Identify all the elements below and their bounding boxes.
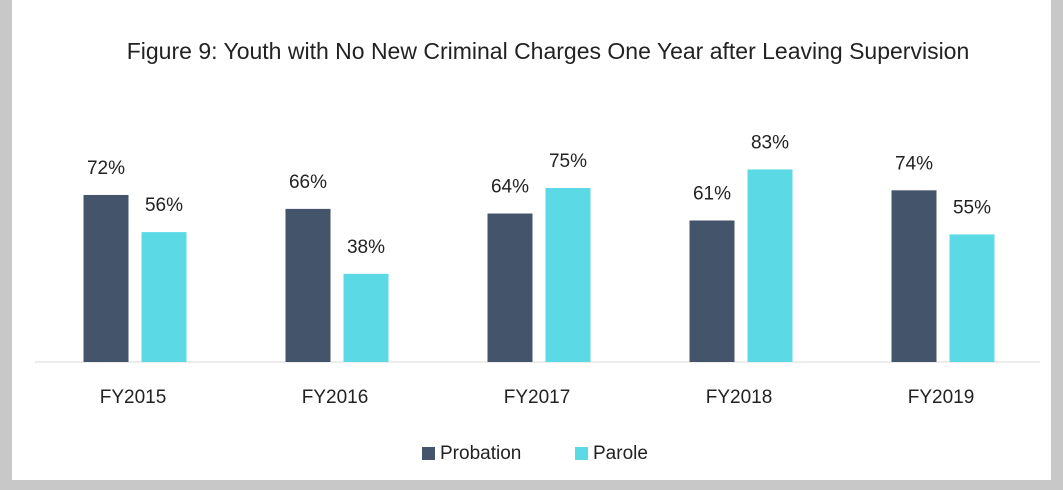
x-tick-label: FY2016 xyxy=(302,387,369,408)
bar xyxy=(891,190,937,362)
legend-swatch xyxy=(575,447,588,460)
data-label: 56% xyxy=(145,195,183,216)
legend-label: Parole xyxy=(593,443,648,464)
data-label: 64% xyxy=(491,177,529,198)
legend-swatch xyxy=(422,447,435,460)
data-label: 66% xyxy=(289,172,327,193)
data-label: 61% xyxy=(693,183,731,204)
x-tick-label: FY2015 xyxy=(100,387,167,408)
bar xyxy=(343,273,389,362)
data-label: 72% xyxy=(87,158,125,179)
legend-label: Probation xyxy=(440,443,521,464)
bar xyxy=(487,213,533,362)
x-tick-label: FY2019 xyxy=(908,387,975,408)
bar xyxy=(285,208,331,362)
bar xyxy=(141,232,187,362)
bar xyxy=(545,188,591,362)
bar xyxy=(83,194,129,362)
x-tick-label: FY2018 xyxy=(706,387,773,408)
bar xyxy=(689,220,735,362)
bar xyxy=(747,169,793,362)
data-label: 75% xyxy=(549,151,587,172)
data-label: 83% xyxy=(751,132,789,153)
data-label: 55% xyxy=(953,197,991,218)
bar xyxy=(949,234,995,362)
data-label: 74% xyxy=(895,153,933,174)
data-label: 38% xyxy=(347,237,385,258)
chart-title: Figure 9: Youth with No New Criminal Cha… xyxy=(126,38,970,64)
x-tick-label: FY2017 xyxy=(504,387,571,408)
